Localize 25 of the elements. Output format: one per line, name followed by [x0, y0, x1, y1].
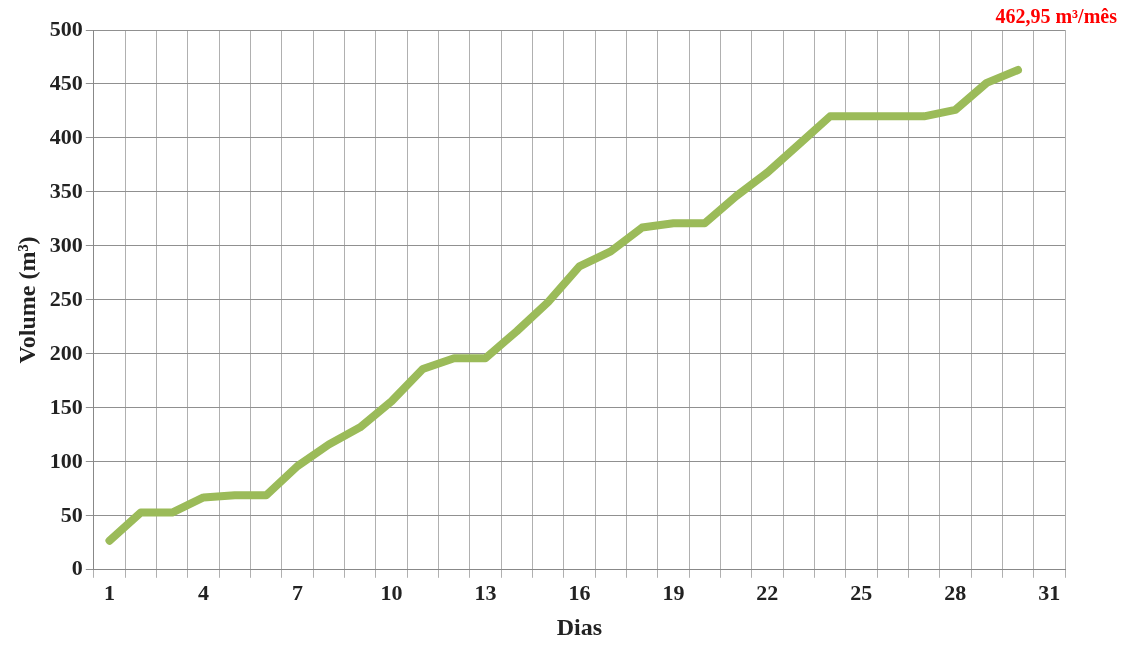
x-tick-label: 25 — [850, 579, 873, 605]
x-tick-label: 19 — [662, 579, 685, 605]
x-tick-label: 1 — [103, 579, 115, 605]
x-tick-label: 10 — [380, 579, 403, 605]
y-tick-label: 350 — [49, 177, 83, 203]
y-tick-label: 300 — [49, 231, 83, 257]
x-tick-label: 16 — [568, 579, 591, 605]
y-tick-label: 200 — [49, 339, 83, 365]
text: 462,95 m³/mês — [995, 5, 1118, 28]
x-tick-label: 28 — [944, 579, 967, 605]
x-tick-label: 4 — [197, 579, 209, 605]
x-tick-label: 13 — [474, 579, 497, 605]
y-tick-label: 100 — [49, 447, 83, 473]
y-tick-label: 50 — [60, 501, 83, 527]
y-tick-label: 450 — [49, 69, 83, 95]
y-tick-label: 250 — [49, 285, 83, 311]
x-tick-label: 22 — [756, 579, 779, 605]
y-tick-label: 400 — [49, 123, 83, 149]
y-tick-label: 500 — [49, 15, 83, 41]
x-tick-label: 7 — [291, 579, 303, 605]
y-tick-label: 150 — [49, 393, 83, 419]
x-axis-title: Dias — [556, 613, 603, 640]
y-tick-label: 0 — [71, 555, 83, 581]
x-tick-label: 31 — [1038, 579, 1061, 605]
y-axis-title: Volume (m³) — [13, 236, 40, 364]
